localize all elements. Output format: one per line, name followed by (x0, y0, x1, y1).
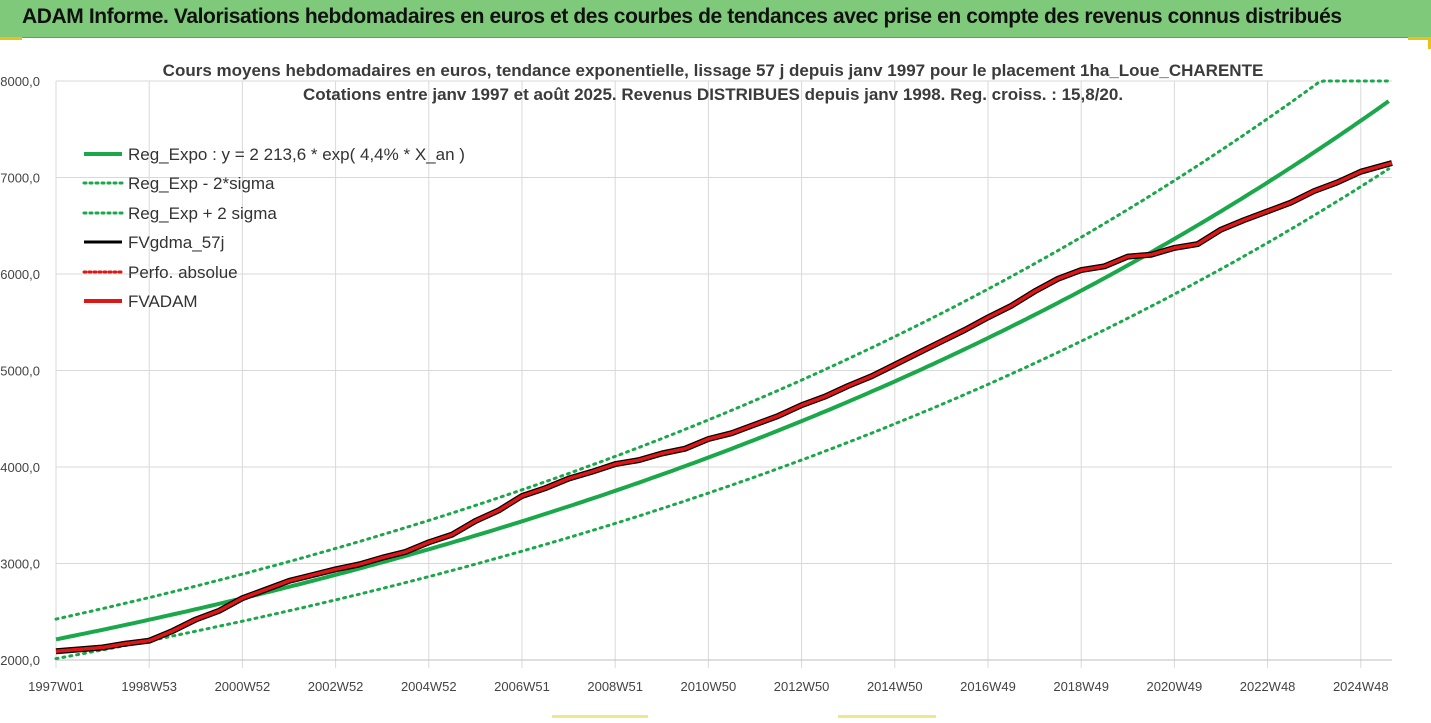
y-tick-label: 5000,0 (0, 364, 40, 379)
corner-marker-top-left (0, 37, 22, 40)
legend-label-reg-exp-plus: Reg_Exp + 2 sigma (128, 204, 277, 223)
x-tick-label: 2004W52 (401, 679, 457, 694)
legend-label-perfo: Perfo. absolue (128, 263, 238, 282)
legend: Reg_Expo : y = 2 213,6 * exp( 4,4% * X_a… (82, 145, 465, 311)
corner-marker-bottom-left (552, 715, 648, 718)
y-tick-label: 8000,0 (0, 74, 40, 89)
chart-title: Cours moyens hebdomadaires en euros, ten… (163, 61, 1264, 80)
x-tick-label: 2016W49 (960, 679, 1016, 694)
corner-marker-top-right (1408, 37, 1431, 40)
x-tick-label: 2012W50 (774, 679, 830, 694)
x-tick-label: 2006W51 (494, 679, 550, 694)
line-chart: 2000,0 3000,0 4000,0 5000,0 6000,0 7000,0 8000… (0, 61, 1393, 694)
y-tick-label: 2000,0 (0, 653, 40, 668)
chart-area: 2000,0 3000,0 4000,0 5000,0 6000,0 7000,0 8000… (0, 38, 1431, 718)
x-tick-label: 2024W48 (1333, 679, 1389, 694)
chart-subtitle: Cotations entre janv 1997 et août 2025. … (303, 85, 1123, 104)
x-tick-label: 2002W52 (308, 679, 364, 694)
series-fvadam (55, 161, 1393, 654)
series-reg-expo (55, 99, 1390, 642)
x-tick-label: 2008W51 (587, 679, 643, 694)
title-banner: ADAM Informe. Valorisations hebdomadaire… (0, 0, 1431, 38)
x-tick-label: 2020W49 (1147, 679, 1203, 694)
x-tick-label: 1998W53 (121, 679, 177, 694)
x-tick-label: 1997W01 (28, 679, 84, 694)
series-reg-exp-minus-2sigma (54, 167, 1391, 661)
legend-label-reg-expo: Reg_Expo : y = 2 213,6 * exp( 4,4% * X_a… (128, 145, 465, 164)
series-fvgdma-57j (55, 160, 1393, 655)
legend-label-reg-exp-minus: Reg_Exp - 2*sigma (128, 174, 275, 193)
y-axis-ticks: 2000,0 3000,0 4000,0 5000,0 6000,0 7000,0 8000… (0, 74, 40, 668)
legend-label-fvgdma: FVgdma_57j (128, 233, 224, 252)
x-tick-label: 2000W52 (215, 679, 271, 694)
x-tick-label: 2014W50 (867, 679, 923, 694)
x-tick-label: 2018W49 (1053, 679, 1109, 694)
y-tick-label: 4000,0 (0, 460, 40, 475)
corner-marker-bottom-right (838, 715, 936, 718)
x-tick-label: 2010W50 (681, 679, 737, 694)
series-lines (54, 79, 1393, 661)
x-tick-label: 2022W48 (1240, 679, 1296, 694)
banner-title: ADAM Informe. Valorisations hebdomadaire… (22, 5, 1342, 28)
series-reg-exp-plus-2sigma (54, 79, 1391, 621)
x-axis-ticks: 1997W01 1998W53 2000W52 2002W52 2004W52 2006W… (28, 679, 1388, 694)
y-tick-label: 7000,0 (0, 171, 40, 186)
y-tick-label: 3000,0 (0, 557, 40, 572)
corner-marker-right (1428, 37, 1431, 49)
y-tick-label: 6000,0 (0, 267, 40, 282)
legend-label-fvadam: FVADAM (128, 292, 198, 311)
